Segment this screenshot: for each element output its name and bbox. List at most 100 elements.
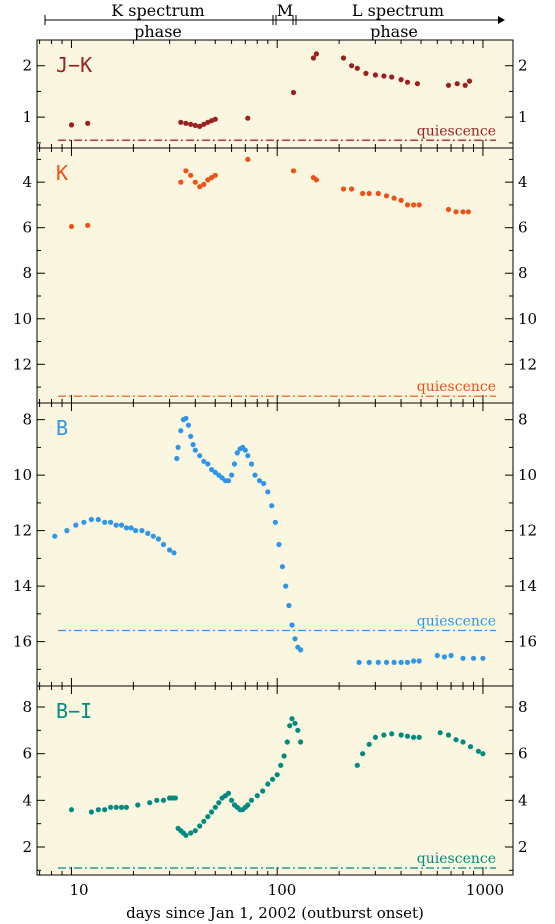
y-tick-label-right: 14 — [518, 577, 537, 595]
data-point — [174, 455, 180, 462]
data-point — [212, 172, 218, 178]
data-point — [265, 781, 271, 787]
data-point — [292, 720, 298, 726]
y-tick-label-right: 4 — [518, 791, 528, 809]
data-point — [466, 78, 473, 84]
data-point — [118, 522, 125, 528]
y-tick-label-left: 8 — [22, 264, 32, 282]
data-point — [289, 622, 295, 628]
panel-frame — [36, 685, 514, 876]
data-point — [248, 461, 255, 467]
data-point — [197, 823, 203, 829]
data-point — [245, 802, 251, 808]
phase-header: K spectrum phase M L spectrum phase — [44, 1, 505, 41]
y-tick-label-left: 1 — [22, 108, 32, 126]
data-point — [73, 522, 79, 528]
y-tick-label-right: 8 — [518, 698, 528, 716]
y-tick-label-left: 10 — [13, 466, 32, 484]
data-point — [470, 655, 477, 661]
phase-k-label: K spectrum — [111, 1, 204, 20]
data-point — [225, 790, 232, 796]
panel-frame — [36, 147, 514, 404]
data-point — [398, 659, 404, 666]
data-point — [398, 732, 404, 738]
data-point — [160, 797, 167, 803]
data-point — [245, 156, 251, 162]
data-point — [167, 547, 173, 553]
data-point — [201, 818, 207, 824]
data-point — [95, 516, 101, 523]
data-point — [411, 202, 417, 208]
panel-jk: 1 1 2 2 quiescence J−K — [22, 39, 528, 149]
data-point — [192, 122, 198, 128]
data-point — [192, 828, 198, 834]
data-point — [254, 793, 260, 799]
panel-frame — [36, 402, 514, 687]
panel-bi: 2 2 4 4 6 6 8 8 quiescence B−I — [22, 685, 528, 876]
data-point — [212, 804, 218, 810]
y-tick-label-left: 8 — [22, 411, 32, 429]
data-point — [123, 525, 129, 531]
phase-l-label: L spectrum — [352, 1, 444, 20]
data-point — [265, 489, 271, 495]
data-point — [276, 541, 282, 548]
data-point — [188, 172, 194, 178]
data-point — [404, 659, 411, 666]
data-point — [102, 807, 108, 813]
data-point — [231, 461, 238, 467]
data-point — [453, 209, 459, 215]
data-point — [197, 123, 203, 129]
data-point — [434, 652, 440, 659]
data-point — [139, 528, 145, 534]
y-tick-label-right: 12 — [518, 355, 537, 373]
data-point — [190, 442, 196, 448]
data-point — [201, 458, 207, 464]
data-point — [360, 190, 366, 197]
data-point — [135, 802, 141, 808]
data-point — [298, 739, 304, 745]
data-point — [88, 809, 94, 815]
quiescence-label: quiescence — [417, 614, 496, 630]
data-point — [354, 65, 360, 71]
data-point — [183, 415, 189, 421]
data-point — [209, 809, 215, 815]
panel-frame — [36, 39, 514, 149]
y-tick-label-right: 1 — [518, 108, 528, 126]
data-point — [64, 528, 70, 534]
data-point — [480, 655, 486, 661]
data-point — [349, 186, 355, 192]
data-point — [197, 453, 203, 459]
data-point — [205, 814, 211, 820]
data-point — [279, 564, 285, 570]
data-point — [460, 739, 466, 745]
data-point — [298, 647, 304, 653]
y-tick-label-right: 10 — [518, 466, 537, 484]
data-point — [375, 190, 381, 197]
data-point — [292, 636, 298, 642]
data-point — [416, 734, 422, 740]
data-point — [209, 467, 215, 473]
data-point — [113, 522, 119, 528]
data-point — [290, 168, 297, 174]
y-tick-label-right: 8 — [518, 264, 528, 282]
data-point — [188, 433, 194, 439]
panel-k: 4 4 6 6 8 8 10 10 12 12 quiescence K — [13, 147, 537, 404]
y-tick-label-right: 2 — [518, 838, 528, 856]
data-point — [381, 73, 387, 79]
data-point — [216, 800, 222, 806]
data-point — [85, 222, 91, 228]
data-point — [133, 528, 139, 534]
data-point — [283, 583, 289, 589]
data-point — [155, 536, 162, 542]
y-tick-label-right: 10 — [518, 310, 537, 328]
data-point — [445, 206, 452, 213]
data-point — [366, 741, 372, 747]
data-point — [398, 77, 404, 83]
data-point — [229, 472, 235, 478]
data-point — [465, 209, 471, 215]
data-point — [178, 428, 184, 434]
data-point — [260, 788, 266, 794]
data-point — [145, 530, 151, 537]
data-point — [414, 81, 420, 87]
y-tick-label-left: 12 — [13, 522, 32, 540]
